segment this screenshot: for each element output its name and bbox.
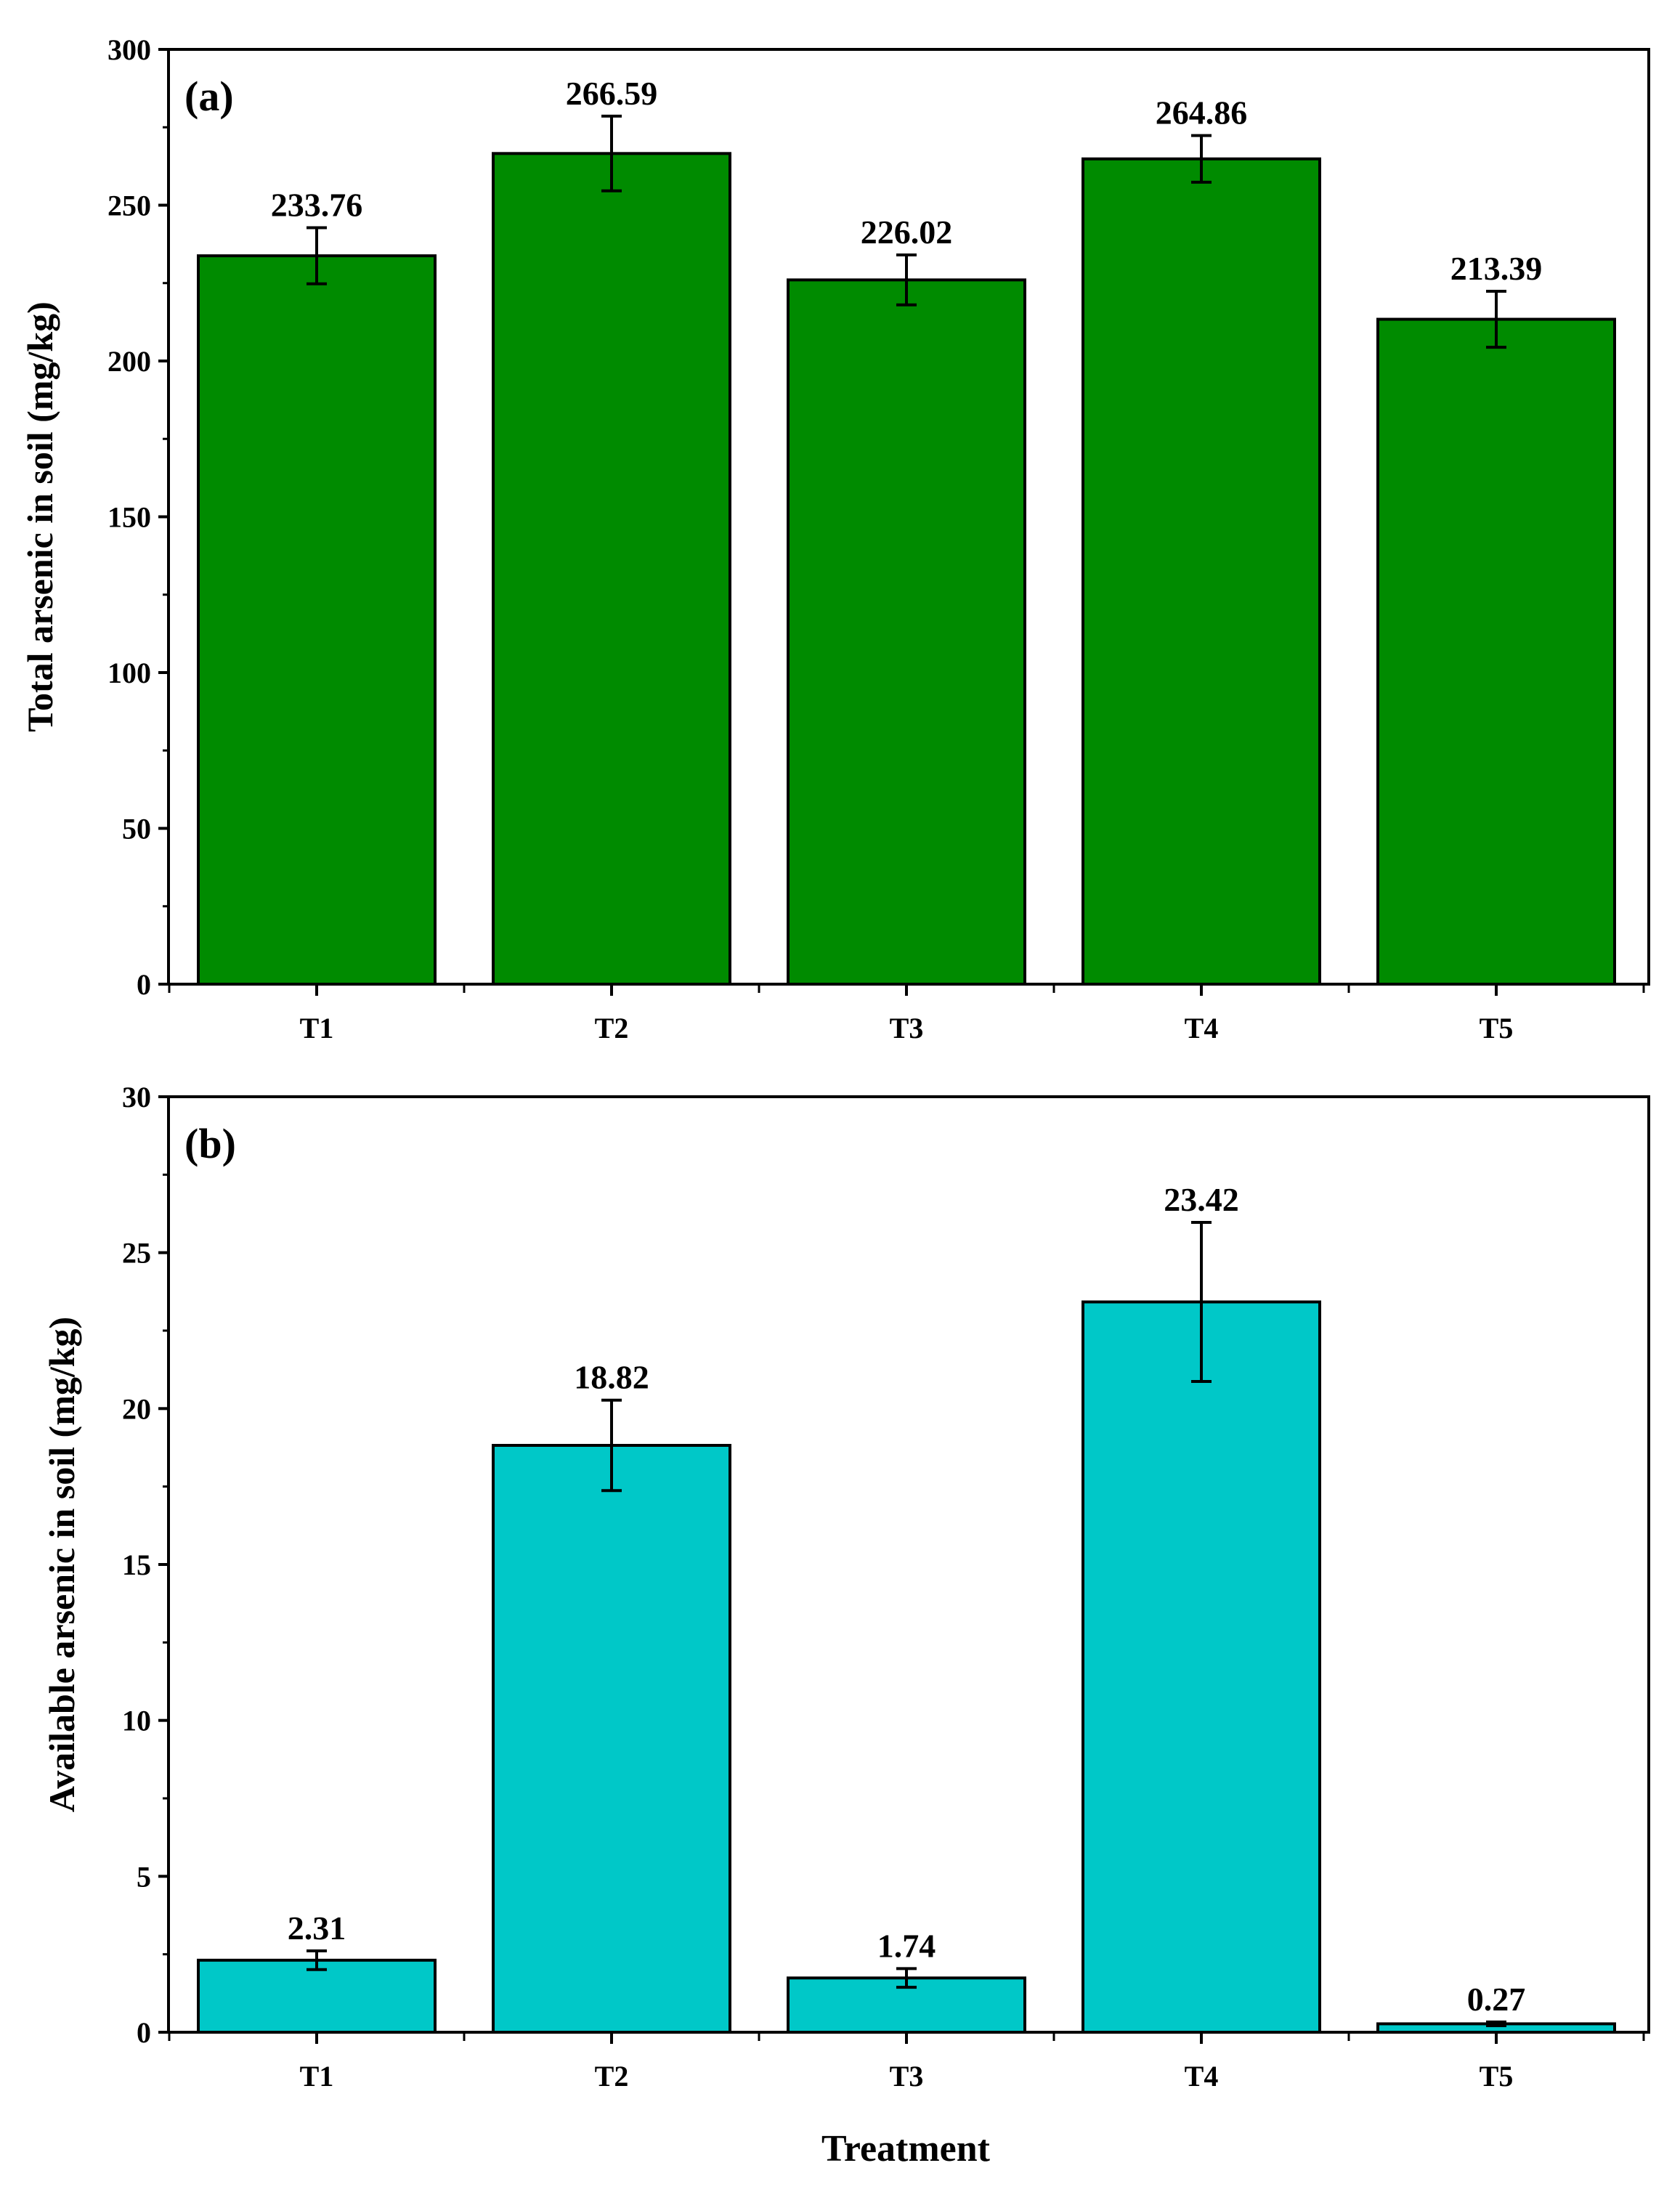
bar — [492, 1443, 731, 2034]
x-tick-label: T2 — [595, 2060, 629, 2093]
data-label: 213.39 — [1450, 250, 1543, 287]
y-tick-label: 100 — [107, 657, 151, 689]
y-tick-label: 300 — [107, 33, 151, 66]
y-axis-title: Available arsenic in soil (mg/kg) — [41, 1317, 82, 1812]
y-tick-label: 25 — [122, 1237, 151, 1270]
x-tick-label: T1 — [300, 2060, 334, 2093]
data-label: 0.27 — [1467, 1981, 1526, 2018]
data-label: 23.42 — [1164, 1181, 1239, 1218]
bar — [197, 254, 437, 986]
y-tick-label: 10 — [122, 1705, 151, 1737]
bar — [492, 152, 731, 986]
data-label: 266.59 — [566, 75, 658, 112]
bar — [1082, 1300, 1321, 2034]
data-label: 264.86 — [1156, 94, 1248, 131]
bar — [1376, 317, 1616, 986]
y-tick-label: 200 — [107, 345, 151, 378]
x-tick-label: T5 — [1480, 1012, 1514, 1044]
data-label: 1.74 — [877, 1927, 936, 1964]
y-tick-label: 50 — [122, 813, 151, 845]
panel-label: (a) — [184, 73, 234, 120]
y-tick-label: 250 — [107, 190, 151, 222]
bar — [787, 278, 1026, 986]
y-tick-label: 20 — [122, 1392, 151, 1425]
x-tick-label: T5 — [1480, 2060, 1514, 2093]
data-label: 18.82 — [574, 1359, 649, 1396]
panel-label: (b) — [184, 1120, 236, 1167]
y-tick-label: 150 — [107, 501, 151, 534]
y-tick-label: 15 — [122, 1549, 151, 1581]
data-label: 233.76 — [271, 187, 363, 224]
x-tick-label: T1 — [300, 1012, 334, 1044]
x-tick-label: T3 — [890, 1012, 924, 1044]
x-tick-label: T4 — [1185, 1012, 1219, 1044]
x-axis-title: Treatment — [821, 2128, 991, 2170]
data-label: 2.31 — [288, 1909, 346, 1947]
y-tick-label: 0 — [137, 2016, 151, 2049]
x-tick-label: T2 — [595, 1012, 629, 1044]
bar — [1082, 157, 1321, 986]
x-tick-label: T3 — [890, 2060, 924, 2093]
y-tick-label: 5 — [137, 1860, 151, 1893]
panel-b-chart: 0 5 10 15 20 25 30 Available arsenic in soil (m… — [41, 1081, 1650, 2093]
y-tick-label: 0 — [137, 968, 151, 1001]
panel-a-chart: 0 50 100 150 200 250 300 Total arsenic in soil … — [20, 33, 1650, 1044]
x-tick-label: T4 — [1185, 2060, 1219, 2093]
data-label: 226.02 — [861, 214, 953, 251]
plot-frame — [167, 1095, 1650, 2034]
y-tick-label: 30 — [122, 1081, 151, 1113]
y-axis-title: Total arsenic in soil (mg/kg) — [20, 301, 60, 732]
